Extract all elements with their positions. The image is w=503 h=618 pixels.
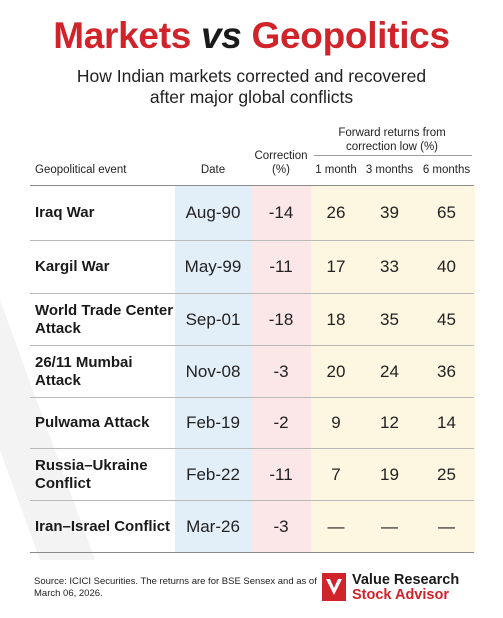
table-row-event: World Trade Center Attack: [35, 301, 174, 337]
table-row-1-month: 7: [331, 464, 341, 484]
header-correction: Correction (%): [254, 150, 308, 176]
table-row-correction: -18: [268, 309, 294, 329]
table-row-event: 26/11 Mumbai Attack: [35, 353, 133, 389]
table-row-date: Feb-19: [186, 413, 240, 432]
table-row-3-months: 24: [380, 361, 399, 381]
table-row-3-months: 19: [380, 464, 399, 484]
value-research-logo-icon: [322, 573, 346, 601]
table-row-correction: -11: [269, 464, 293, 484]
header-date: Date: [200, 164, 226, 176]
header-event: Geopolitical event: [35, 164, 127, 176]
source-note: Source: ICICI Securities. The returns ar…: [34, 576, 317, 599]
title-geopolitics: Geopolitics: [251, 15, 450, 56]
table-row-event: Kargil War: [35, 258, 110, 275]
title-markets: Markets: [53, 15, 192, 56]
table-row-date: Sep-01: [185, 309, 241, 329]
row-divider: [30, 552, 474, 553]
table-row-3-months: 39: [380, 203, 399, 222]
table-row-event: Iran–Israel Conflict: [35, 517, 171, 535]
table-row-correction: -3: [273, 361, 289, 381]
logo-line2: Stock Advisor: [352, 587, 449, 603]
table-row-6-months: 14: [437, 413, 456, 432]
brand-logo: Value Research Stock Advisor: [322, 572, 482, 604]
table-row-date: Feb-22: [186, 464, 240, 484]
table-row-date: Aug-90: [185, 203, 241, 222]
table-row-3-months: 35: [380, 309, 399, 329]
header-3-months: 3 months: [365, 164, 414, 176]
row-divider: [30, 500, 474, 501]
header-6-months: 6 months: [422, 164, 471, 176]
title-vs: vs: [201, 15, 242, 56]
table-row-1-month: 26: [326, 203, 346, 222]
table-row-correction: -14: [268, 203, 294, 222]
row-divider: [30, 185, 474, 186]
table-row-6-months: 36: [437, 361, 456, 381]
row-divider: [30, 397, 474, 398]
header-forward-returns: Forward returns from correction low (%): [338, 127, 446, 153]
row-divider: [30, 293, 474, 294]
table-row-3-months: 33: [380, 257, 399, 276]
table-row-date: Nov-08: [185, 361, 241, 381]
row-divider: [30, 448, 474, 449]
table-row-6-months: 40: [437, 257, 456, 276]
table-row-1-month: 9: [331, 413, 341, 432]
table-row-6-months: —: [438, 516, 455, 536]
table-row-event: Iraq War: [35, 204, 95, 221]
table-row-6-months: 65: [437, 203, 456, 222]
correction-column-bg: [251, 185, 311, 552]
subtitle: How Indian markets corrected and recover…: [76, 66, 427, 107]
date-column-bg: [175, 185, 251, 552]
table-row-correction: -11: [269, 257, 293, 276]
page-title: Markets vs Geopolitics: [0, 14, 503, 58]
logo-line1: Value Research: [352, 572, 460, 588]
table-row-date: May-99: [184, 257, 242, 276]
returns-column-bg: [311, 185, 475, 552]
row-divider: [30, 345, 474, 346]
table-row-6-months: 25: [437, 464, 456, 484]
table-row-date: Mar-26: [186, 516, 240, 536]
table-row-correction: -3: [273, 516, 289, 536]
table-row-correction: -2: [273, 413, 289, 432]
table-row-1-month: 17: [326, 257, 346, 276]
header-1-month: 1 month: [315, 164, 357, 176]
table-row-1-month: 20: [326, 361, 346, 381]
table-row-event: Russia–Ukraine Conflict: [35, 456, 148, 492]
table-row-event: Pulwama Attack: [35, 414, 150, 431]
row-divider: [30, 240, 474, 241]
table-row-6-months: 45: [437, 309, 456, 329]
forward-returns-divider: [314, 155, 472, 156]
table-row-3-months: 12: [380, 413, 399, 432]
watermark-shape: [0, 300, 95, 560]
table-row-1-month: 18: [326, 309, 346, 329]
table-row-3-months: —: [381, 516, 398, 536]
table-row-1-month: —: [327, 516, 345, 536]
